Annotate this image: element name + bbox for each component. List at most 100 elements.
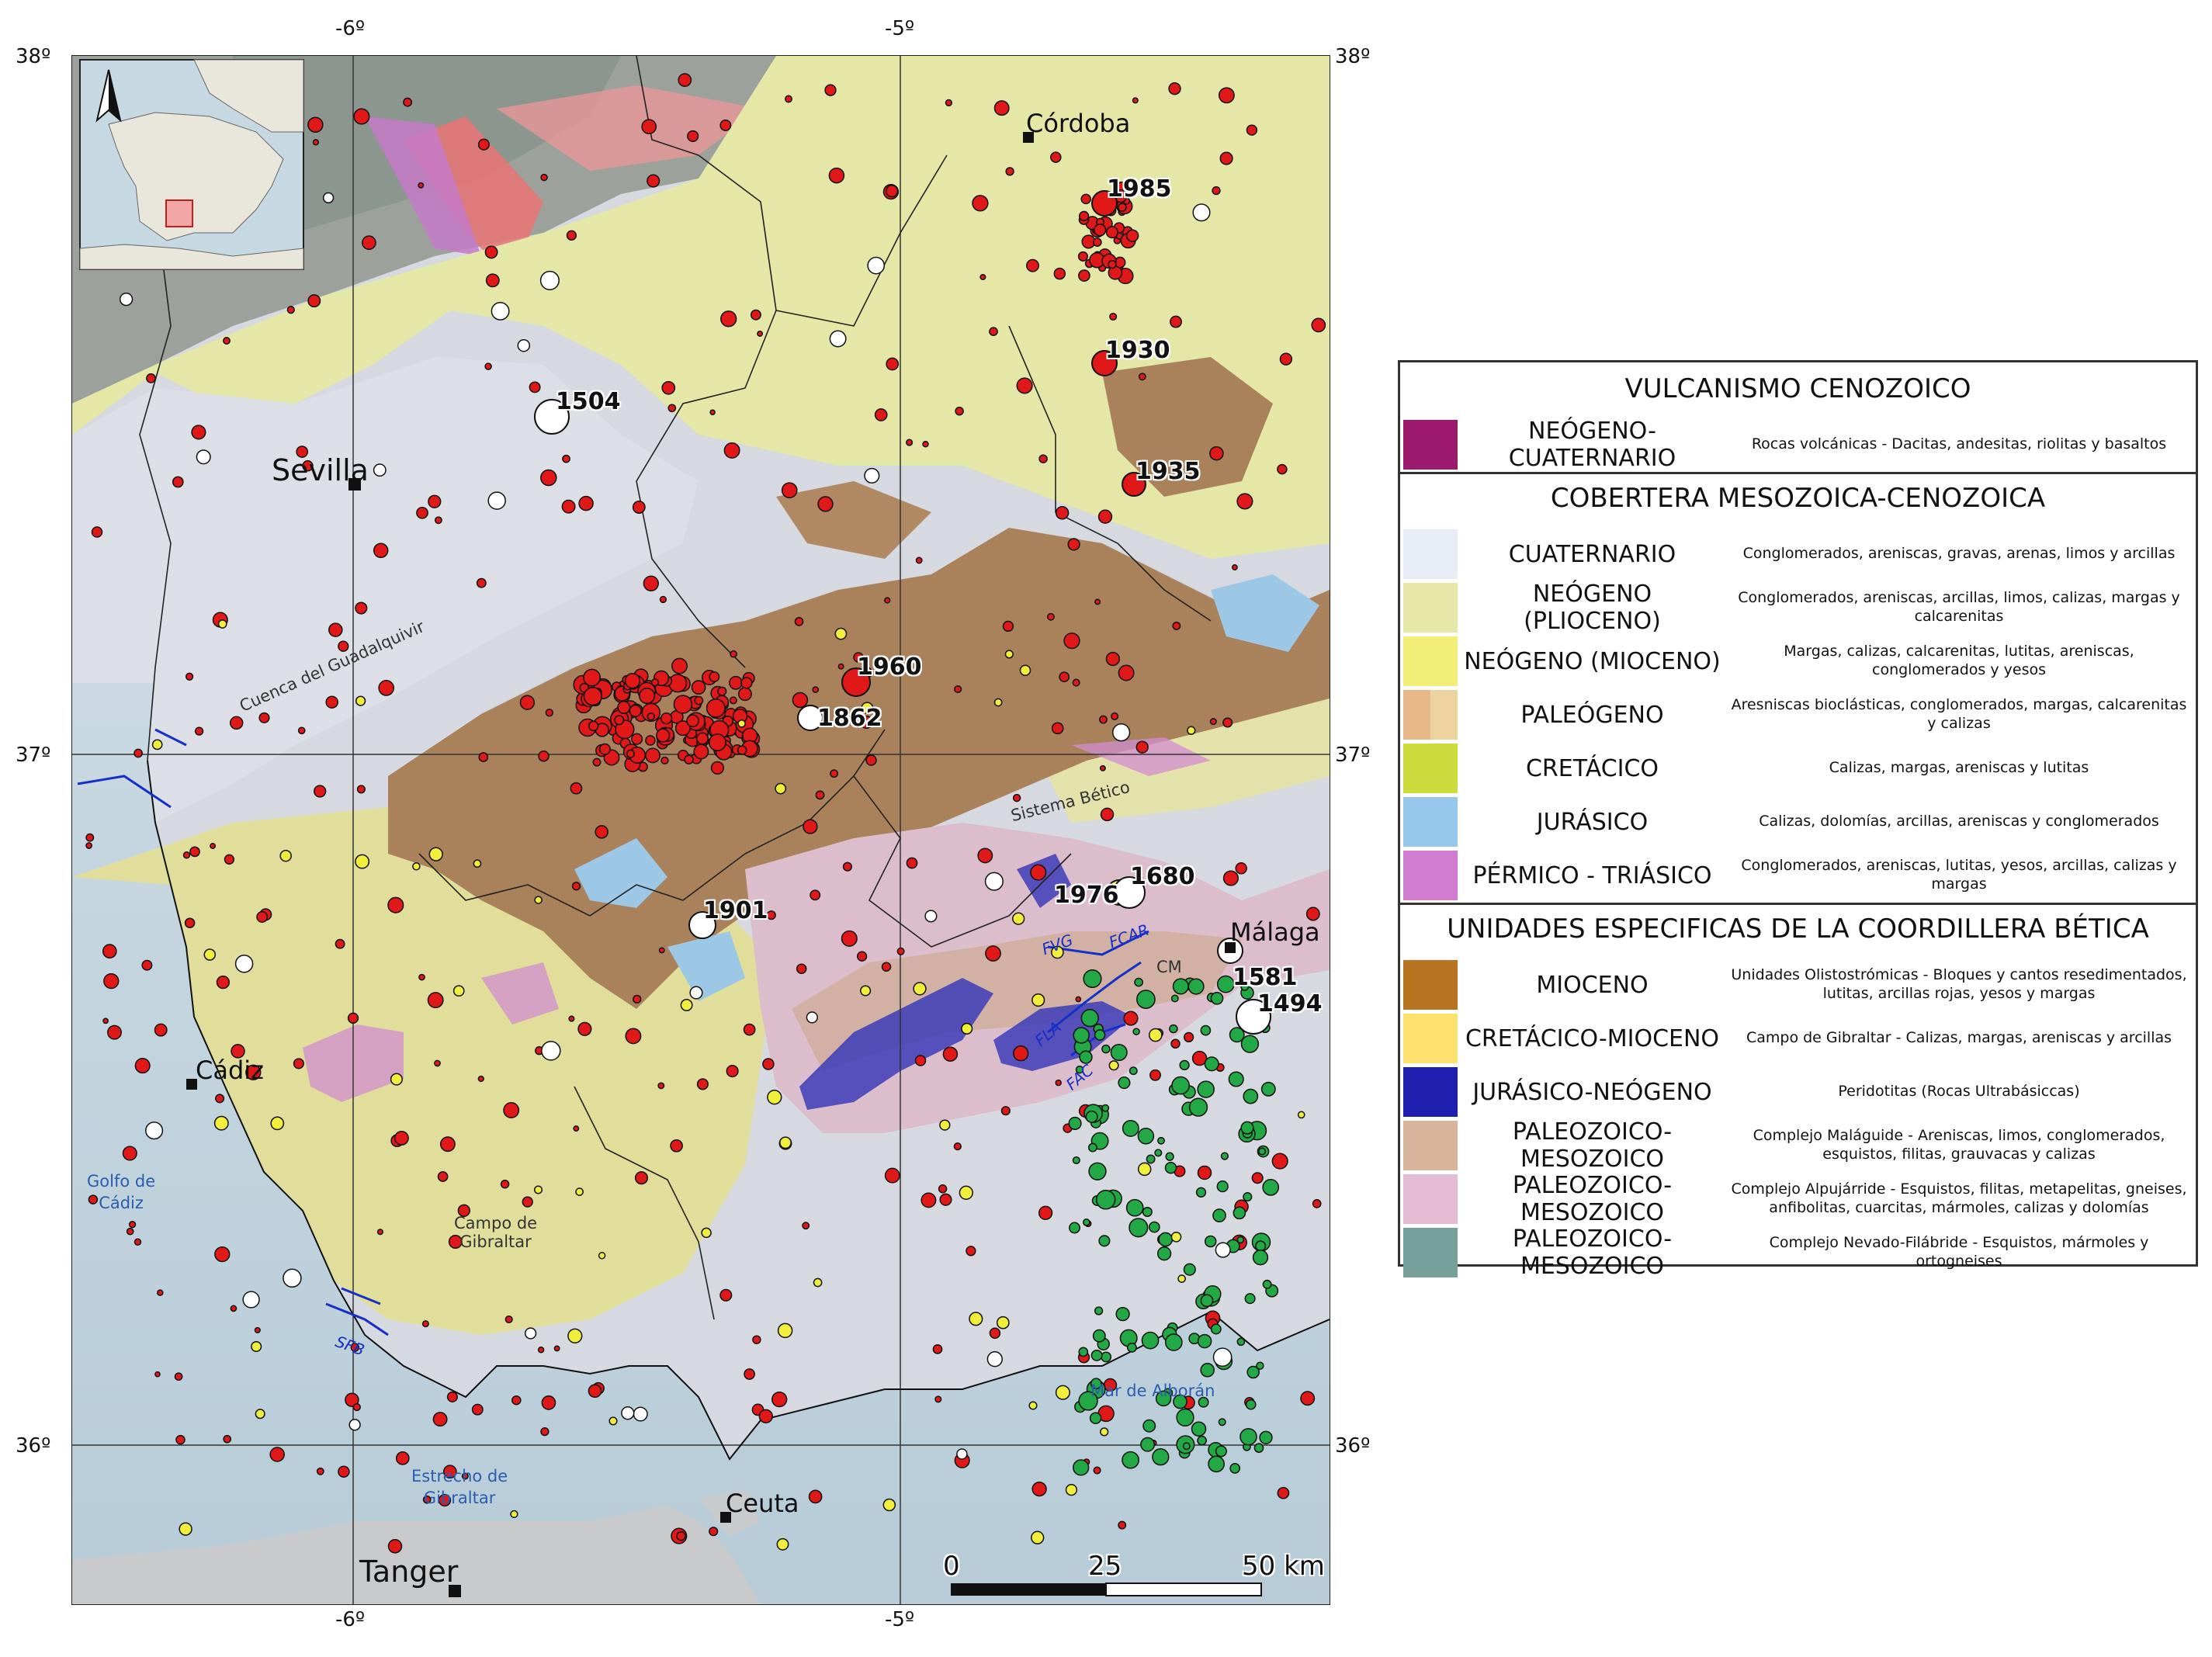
epicenter-dot	[471, 1403, 484, 1416]
epicenter-dot	[312, 139, 320, 146]
epicenter-dot	[737, 745, 747, 755]
legend-description: Calizas, dolomías, arcillas, areniscas y…	[1759, 813, 2159, 830]
epicenter-dot	[1172, 621, 1181, 630]
epicenter-dot	[217, 619, 227, 629]
epicenter-dot	[562, 454, 570, 463]
epicenter-dot	[767, 1090, 782, 1105]
epicenter-dot	[660, 756, 669, 765]
epicenter-dot	[1038, 1205, 1053, 1220]
epicenter-dot	[1216, 1180, 1229, 1193]
epicenter-dot	[1240, 1035, 1260, 1053]
epicenter-dot	[355, 854, 370, 869]
epicenter-dot	[1142, 1206, 1153, 1218]
epicenter-dot	[1108, 1060, 1119, 1071]
epicenter-dot	[1140, 1437, 1156, 1452]
legend-swatch	[1403, 583, 1458, 633]
legend-separator	[1400, 903, 2196, 905]
epicenter-dot	[776, 1537, 789, 1551]
epicenter-dot	[1125, 229, 1139, 242]
epicenter-dot	[701, 1227, 712, 1239]
zone-triassic-2	[1071, 737, 1211, 776]
epicenter-dot	[439, 1136, 456, 1153]
epicenter-dot	[1137, 1128, 1155, 1145]
epicenter-dot	[297, 726, 306, 735]
legend-row: JURÁSICO Calizas, dolomías, arcillas, are…	[1400, 796, 2196, 848]
epicenter-dot	[1220, 1152, 1229, 1160]
epicenter-dot	[708, 733, 726, 752]
inset-iberia	[108, 112, 284, 241]
epicenter-dot	[709, 409, 716, 415]
zone-olistostromic-3	[1102, 357, 1273, 497]
epicenter-dot	[418, 973, 425, 981]
epicenter-dot	[794, 617, 804, 626]
epicenter-dot	[588, 1384, 602, 1399]
epicenter-dot	[647, 174, 660, 188]
epicenter-dot	[1192, 203, 1211, 222]
epicenter-dot	[432, 1412, 448, 1427]
city-marker-sevilla	[348, 478, 361, 491]
epicenter-dot	[533, 1185, 543, 1194]
epicenter-dot	[350, 1343, 360, 1352]
legend-swatch	[1403, 1121, 1458, 1170]
legend-row: JURÁSICO-NEÓGENO Peridotitas (Rocas Ultra…	[1400, 1066, 2196, 1118]
epicenter-dot	[1109, 312, 1118, 321]
epicenter-dot	[694, 695, 704, 705]
epicenter-dot	[1055, 506, 1070, 520]
legend-label: NEÓGENO- CUATERNARIO	[1508, 418, 1676, 472]
epicenter-dot	[643, 575, 659, 591]
legend-row: CRETÁCICO-MIOCENO Campo de Gibraltar - Ca…	[1400, 1012, 2196, 1065]
epicenter-dot	[856, 951, 868, 962]
epicenter-dot	[348, 1419, 361, 1431]
epicenter-dot	[1087, 1142, 1097, 1153]
epicenter-dot	[223, 337, 231, 345]
epicenter-dot	[661, 380, 676, 395]
epicenter-dot	[1210, 991, 1224, 1005]
legend-swatch	[1403, 1067, 1458, 1117]
quake-year-1901: 1901	[703, 897, 768, 924]
epicenter-dot	[660, 712, 673, 725]
epicenter-dot	[1252, 1250, 1269, 1266]
epicenter-dot	[254, 1326, 261, 1333]
epicenter-dot	[1200, 1363, 1215, 1378]
epicenter-dot	[179, 1522, 192, 1536]
epicenter-dot	[541, 1395, 556, 1410]
epicenter-dot	[781, 482, 798, 499]
epicenter-dot	[986, 1351, 1003, 1368]
quake-1504-marker	[534, 399, 570, 435]
epicenter-dot	[874, 408, 888, 421]
epicenter-dot	[224, 854, 235, 865]
epicenter-dot	[1004, 650, 1014, 659]
epicenter-dot	[500, 1179, 510, 1189]
map-body	[72, 56, 1330, 1604]
epicenter-dot	[1311, 317, 1326, 333]
epicenter-dot	[1094, 1306, 1104, 1316]
epicenter-dot	[673, 695, 693, 714]
legend-description: Conglomerados, areniscas, lutitas, yesos…	[1741, 857, 2177, 893]
quake-year-1680: 1680	[1130, 863, 1195, 890]
epicenter-dot	[362, 235, 376, 251]
epicenter-dot	[316, 1467, 324, 1475]
epicenter-dot	[1240, 982, 1250, 991]
epicenter-dot	[1126, 1342, 1137, 1353]
epicenter-dot	[689, 986, 703, 1000]
epicenter-dot	[1209, 718, 1217, 726]
epicenter-dot	[939, 1193, 952, 1206]
epicenter-dot	[608, 1416, 618, 1426]
epicenter-dot	[457, 1204, 470, 1217]
epicenter-dot	[540, 173, 548, 182]
epicenter-dot	[1122, 1451, 1139, 1469]
epicenter-dot	[830, 769, 839, 778]
epicenter-dot	[813, 1277, 823, 1288]
epicenter-dot	[1097, 509, 1113, 524]
epicenter-dot	[678, 73, 692, 87]
epicenter-dot	[484, 245, 498, 259]
epicenter-dot	[614, 715, 625, 726]
epicenter-dot	[1277, 1486, 1290, 1499]
epicenter-dot	[1169, 1024, 1178, 1034]
epicenter-dot	[126, 1227, 134, 1236]
epicenter-dot	[540, 1426, 550, 1437]
epicenters-other	[119, 192, 1305, 1551]
epicenter-dot	[806, 1011, 818, 1024]
epicenter-dot	[1125, 1198, 1144, 1217]
epicenter-dot	[196, 449, 211, 465]
